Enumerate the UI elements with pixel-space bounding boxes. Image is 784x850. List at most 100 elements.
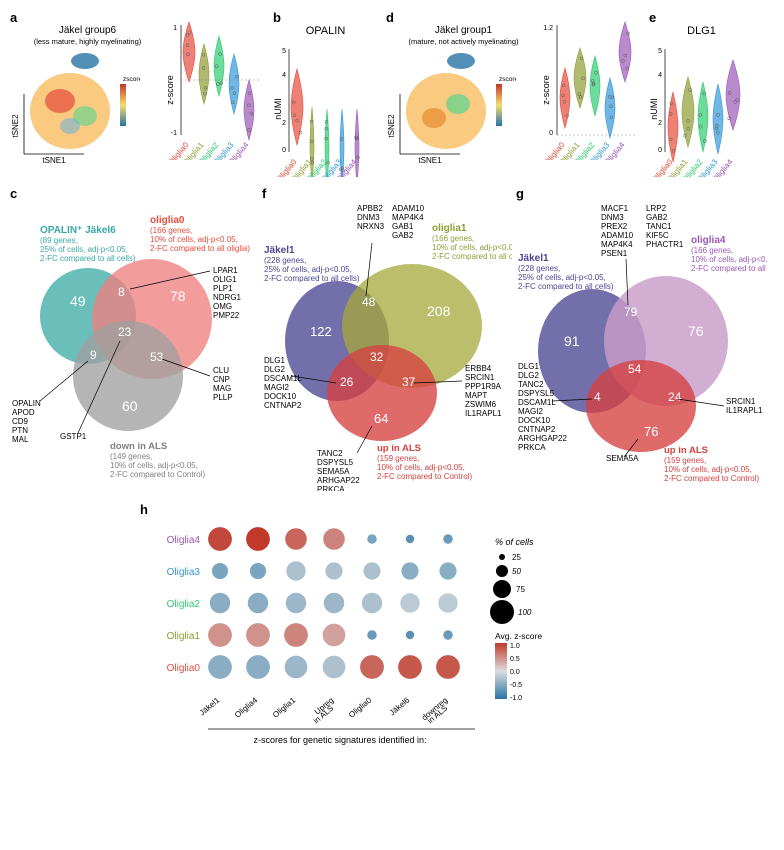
svg-text:DOCK10: DOCK10 xyxy=(518,416,551,425)
svg-text:Oliglia2: Oliglia2 xyxy=(167,599,201,610)
tsne-d: tSNE2 tSNE1 zscore xyxy=(386,46,516,166)
svg-text:25% of cells, adj-p<0.05,: 25% of cells, adj-p<0.05, xyxy=(518,273,606,282)
svg-text:76: 76 xyxy=(688,323,704,339)
svg-text:ERBB4: ERBB4 xyxy=(465,364,492,373)
svg-text:LPAR1: LPAR1 xyxy=(213,266,238,275)
svg-text:MACF1: MACF1 xyxy=(601,204,629,213)
svg-text:PLLP: PLLP xyxy=(213,393,233,402)
svg-text:KIF5C: KIF5C xyxy=(646,231,669,240)
panel-d-title: Jäkel group1 (mature, not actively myeli… xyxy=(386,25,541,46)
row-top: a Jäkel group6 (less mature, highly myel… xyxy=(10,10,774,180)
panel-h: h Oliglia4Oliglia3Oliglia2Oliglia1Oligli… xyxy=(140,502,640,755)
svg-text:PSEN1: PSEN1 xyxy=(601,249,628,258)
svg-text:5: 5 xyxy=(282,48,286,55)
svg-text:10% of cells, adj-p<0.05,: 10% of cells, adj-p<0.05, xyxy=(664,465,752,474)
panel-e: e DLG1 nUMI Oliglia0Oliglia1Oliglia2Olig… xyxy=(649,10,754,180)
svg-text:DNM3: DNM3 xyxy=(601,213,624,222)
svg-text:zscore: zscore xyxy=(499,76,516,83)
svg-text:CNTNAP2: CNTNAP2 xyxy=(264,401,302,410)
svg-text:SEMA5A: SEMA5A xyxy=(317,467,350,476)
svg-text:OLIG1: OLIG1 xyxy=(213,275,237,284)
svg-text:down in ALS: down in ALS xyxy=(110,441,167,452)
svg-text:DSCAM1L: DSCAM1L xyxy=(518,398,556,407)
svg-text:25: 25 xyxy=(512,553,521,562)
svg-text:(149 genes,: (149 genes, xyxy=(110,452,152,461)
svg-text:Oliglia0: Oliglia0 xyxy=(167,663,201,674)
panel-e-title: DLG1 xyxy=(649,25,754,37)
svg-text:SEMA5A: SEMA5A xyxy=(606,454,639,463)
svg-text:DLG2: DLG2 xyxy=(264,365,285,374)
svg-text:nUMI: nUMI xyxy=(273,98,283,120)
svg-text:MAP4K4: MAP4K4 xyxy=(601,240,633,249)
svg-text:nUMI: nUMI xyxy=(649,98,659,120)
svg-text:oliglia0: oliglia0 xyxy=(150,215,185,226)
svg-text:2-FC compared to Control): 2-FC compared to Control) xyxy=(664,474,759,483)
svg-text:PREX2: PREX2 xyxy=(601,222,628,231)
svg-text:23: 23 xyxy=(118,325,132,339)
svg-text:PPP1R9A: PPP1R9A xyxy=(465,382,502,391)
svg-text:79: 79 xyxy=(624,305,638,319)
svg-text:ADAM10: ADAM10 xyxy=(601,231,634,240)
svg-text:% of cells: % of cells xyxy=(495,537,534,547)
svg-text:GAB2: GAB2 xyxy=(646,213,668,222)
panel-a-label: a xyxy=(10,10,17,25)
svg-text:Jäkel1: Jäkel1 xyxy=(264,245,295,256)
panel-d-label: d xyxy=(386,10,394,25)
panel-e-label: e xyxy=(649,10,656,25)
svg-text:(228 genes,: (228 genes, xyxy=(264,256,306,265)
svg-text:0: 0 xyxy=(282,147,286,154)
svg-text:(89 genes,: (89 genes, xyxy=(40,236,78,245)
panel-b-title: OPALIN xyxy=(273,25,378,37)
svg-text:PTN: PTN xyxy=(12,426,28,435)
svg-text:SRCIN1: SRCIN1 xyxy=(726,397,756,406)
svg-text:OMG: OMG xyxy=(213,302,232,311)
svg-text:DOCK10: DOCK10 xyxy=(264,392,297,401)
svg-text:(166 genes,: (166 genes, xyxy=(150,226,192,235)
svg-text:CNP: CNP xyxy=(213,375,230,384)
svg-text:53: 53 xyxy=(150,350,164,364)
svg-text:4: 4 xyxy=(282,72,286,79)
svg-text:IL1RAPL1: IL1RAPL1 xyxy=(465,409,502,418)
svg-text:APBB2: APBB2 xyxy=(357,204,383,213)
svg-text:NDRG1: NDRG1 xyxy=(213,293,242,302)
svg-text:DLG1: DLG1 xyxy=(518,362,539,371)
svg-text:up in ALS: up in ALS xyxy=(664,445,708,456)
svg-text:78: 78 xyxy=(170,288,186,304)
svg-text:CD9: CD9 xyxy=(12,417,29,426)
svg-text:0.0: 0.0 xyxy=(510,669,520,676)
panel-b-label: b xyxy=(273,10,281,25)
svg-text:76: 76 xyxy=(644,424,658,439)
svg-text:50: 50 xyxy=(512,567,521,576)
svg-text:MAL: MAL xyxy=(12,435,29,444)
svg-text:Oliglia1: Oliglia1 xyxy=(271,695,298,719)
svg-text:Oliglia0: Oliglia0 xyxy=(347,695,374,719)
svg-text:60: 60 xyxy=(122,398,138,414)
tsne-a: tSNE2 tSNE1 zscore xyxy=(10,46,140,166)
svg-text:91: 91 xyxy=(564,333,580,349)
svg-text:1.2: 1.2 xyxy=(543,25,553,32)
svg-text:2-FC compared to Control): 2-FC compared to Control) xyxy=(377,472,472,481)
svg-text:OPALIN: OPALIN xyxy=(12,399,41,408)
svg-text:Jäkel1: Jäkel1 xyxy=(518,253,549,264)
svg-text:MAG: MAG xyxy=(213,384,231,393)
svg-text:2-FC compared to all oliglia): 2-FC compared to all oliglia) xyxy=(150,244,250,253)
row-venns: c OPALIN⁺ Jäkel6 (89 genes, 25% of cells… xyxy=(10,186,774,494)
svg-text:APOD: APOD xyxy=(12,408,35,417)
svg-text:25% of cells, adj-p<0.05,: 25% of cells, adj-p<0.05, xyxy=(264,265,352,274)
svg-text:10% of cells, adj-p<0.05,: 10% of cells, adj-p<0.05, xyxy=(691,255,768,264)
tsne-top-cluster xyxy=(71,53,99,69)
svg-text:ARHGAP22: ARHGAP22 xyxy=(317,476,360,485)
panel-c-label: c xyxy=(10,186,17,201)
svg-text:MAGI2: MAGI2 xyxy=(264,383,289,392)
svg-text:48: 48 xyxy=(362,295,376,309)
svg-text:CLU: CLU xyxy=(213,366,229,375)
svg-text:PRKCA: PRKCA xyxy=(317,485,345,491)
venn-f: APBB2 DNM3 NRXN3 ADAM10 MAP4K4 GAB1 GAB2… xyxy=(262,201,512,491)
svg-text:OPALIN⁺ Jäkel6: OPALIN⁺ Jäkel6 xyxy=(40,225,116,236)
svg-text:Oliglia3: Oliglia3 xyxy=(167,567,201,578)
svg-text:LRP2: LRP2 xyxy=(646,204,667,213)
panel-b: b OPALIN nUMI Oliglia0Oliglia1Oliglia2Ol… xyxy=(273,10,378,180)
svg-text:oliglia4: oliglia4 xyxy=(691,235,726,246)
svg-text:2: 2 xyxy=(658,120,662,127)
violin-d: z-score Oliglia0Oliglia1Oliglia2Oliglia3… xyxy=(541,10,641,166)
